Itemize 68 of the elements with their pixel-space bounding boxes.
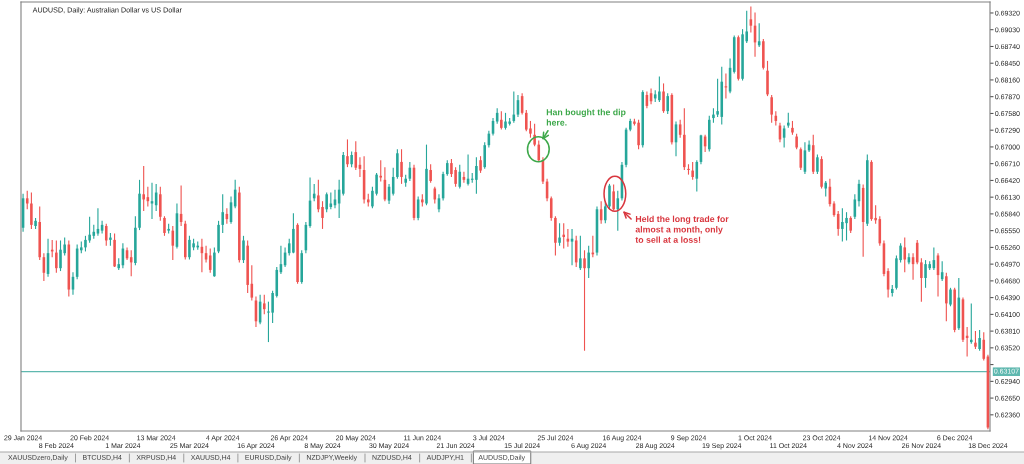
candlestick bbox=[562, 222, 566, 250]
candlestick bbox=[396, 148, 399, 180]
candlestick bbox=[346, 138, 349, 168]
candlestick bbox=[604, 201, 607, 224]
candlestick bbox=[770, 94, 773, 124]
candlestick bbox=[537, 140, 541, 163]
candlestick bbox=[716, 78, 719, 118]
candlestick bbox=[138, 179, 141, 231]
candlestick bbox=[159, 186, 162, 222]
candlestick bbox=[263, 294, 266, 315]
candlestick bbox=[292, 212, 295, 254]
candlestick bbox=[391, 167, 395, 196]
candlestick bbox=[949, 287, 952, 307]
candlestick bbox=[766, 60, 769, 97]
candlestick bbox=[616, 190, 620, 232]
candlestick bbox=[799, 146, 803, 171]
candlestick bbox=[982, 331, 986, 362]
candlestick bbox=[525, 109, 528, 132]
candlestick bbox=[845, 211, 848, 242]
candlestick bbox=[666, 92, 669, 115]
candlestick bbox=[608, 183, 611, 210]
candlestick bbox=[587, 245, 590, 279]
candlestick bbox=[978, 329, 981, 352]
candlestick bbox=[55, 239, 58, 274]
candlestick bbox=[88, 216, 91, 244]
candlestick bbox=[188, 235, 191, 261]
candlestick bbox=[354, 140, 358, 171]
candlestick bbox=[558, 222, 561, 247]
candlestick bbox=[903, 237, 907, 273]
candlestick bbox=[104, 223, 108, 247]
candlestick bbox=[687, 163, 690, 176]
candlestick bbox=[242, 235, 245, 264]
candlestick bbox=[870, 159, 873, 222]
candlestick bbox=[221, 193, 224, 234]
candlestick bbox=[549, 196, 553, 222]
candlestick bbox=[142, 165, 145, 212]
candlestick bbox=[658, 75, 661, 103]
candlestick bbox=[637, 119, 640, 150]
candlestick bbox=[150, 182, 154, 220]
candlestick bbox=[400, 148, 403, 185]
candlestick bbox=[379, 159, 383, 183]
candlestick bbox=[475, 156, 478, 195]
candlestick bbox=[500, 110, 503, 131]
candlestick bbox=[25, 190, 29, 210]
candlestick bbox=[213, 246, 216, 278]
candlestick bbox=[504, 112, 507, 131]
annotation: Held the long trade for almost a month, only to sell at a loss! bbox=[635, 215, 729, 243]
candlestick bbox=[454, 166, 457, 188]
candlestick bbox=[163, 215, 166, 237]
candlestick bbox=[30, 191, 33, 230]
candlestick bbox=[59, 239, 62, 272]
candlestick bbox=[425, 144, 428, 206]
candlestick bbox=[970, 302, 973, 345]
annotation: Han bought the dip here. bbox=[546, 108, 626, 126]
candlestick bbox=[924, 259, 927, 289]
candlestick bbox=[662, 82, 665, 114]
candlestick bbox=[579, 235, 582, 271]
candlestick bbox=[429, 163, 432, 184]
candlestick bbox=[458, 164, 462, 190]
candlestick bbox=[483, 141, 486, 170]
candlestick bbox=[915, 239, 919, 265]
candlestick bbox=[841, 207, 844, 243]
candlestick bbox=[208, 247, 212, 274]
candlestick bbox=[920, 257, 923, 303]
candlestick bbox=[583, 249, 586, 352]
candlestick bbox=[816, 153, 819, 175]
candlestick bbox=[325, 191, 328, 213]
candlestick bbox=[612, 183, 615, 211]
